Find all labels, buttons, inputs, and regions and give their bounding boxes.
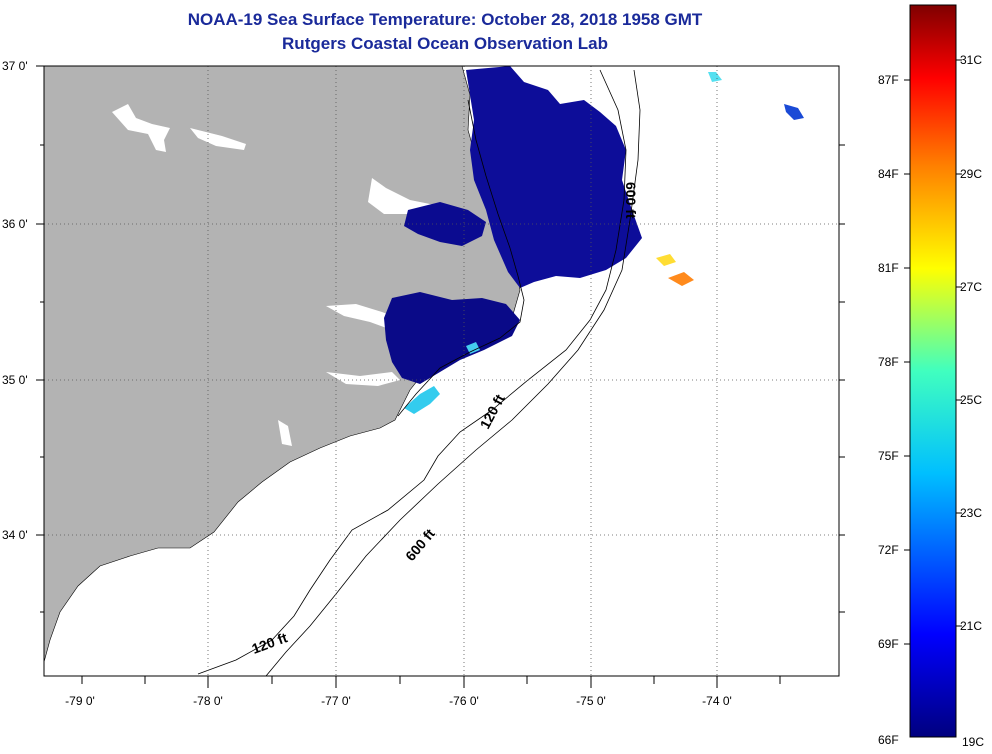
lat-label-36: 36 0': [2, 217, 28, 231]
sst-data-overlay: [384, 66, 804, 414]
contour-label-600ft-north: 600 ft: [623, 182, 639, 219]
celsius-label-19: 19C: [962, 735, 984, 749]
celsius-label-23: 23C: [960, 506, 982, 520]
lon-label-76: -76 0': [449, 694, 479, 708]
fahrenheit-label-66: 66F: [878, 733, 899, 747]
contour-120ft: [197, 69, 627, 675]
fahrenheit-label-78: 78F: [878, 355, 899, 369]
fahrenheit-label-87: 87F: [878, 73, 899, 87]
celsius-label-29: 29C: [960, 167, 982, 181]
barrier-island-coastline: [397, 99, 525, 417]
lon-label-78: -78 0': [193, 694, 223, 708]
axis-ticks: [36, 65, 845, 688]
celsius-label-21: 21C: [960, 619, 982, 633]
celsius-label-25: 25C: [960, 393, 982, 407]
fahrenheit-label-75: 75F: [878, 449, 899, 463]
lon-label-77: -77 0': [321, 694, 351, 708]
fahrenheit-label-72: 72F: [878, 543, 899, 557]
map-title: NOAA-19 Sea Surface Temperature: October…: [187, 10, 703, 29]
lon-label-74: -74 0': [702, 694, 732, 708]
colorbar-ticks: [904, 59, 962, 645]
temperature-colorbar: [909, 4, 957, 738]
contour-600ft: [265, 69, 641, 676]
celsius-label-31: 31C: [960, 53, 982, 67]
fahrenheit-label-84: 84F: [878, 167, 899, 181]
lon-label-75: -75 0': [576, 694, 606, 708]
fahrenheit-label-81: 81F: [878, 261, 899, 275]
celsius-label-27: 27C: [960, 280, 982, 294]
fahrenheit-label-69: 69F: [878, 637, 899, 651]
lat-label-34: 34 0': [2, 528, 28, 542]
lat-label-37: 37 0': [2, 59, 28, 73]
map-frame: [43, 65, 840, 677]
graticule: [44, 66, 839, 676]
map-subtitle: Rutgers Coastal Ocean Observation Lab: [282, 34, 608, 53]
inland-water: [112, 104, 478, 446]
lon-label-79: -79 0': [65, 694, 95, 708]
lat-label-35: 35 0': [2, 373, 28, 387]
